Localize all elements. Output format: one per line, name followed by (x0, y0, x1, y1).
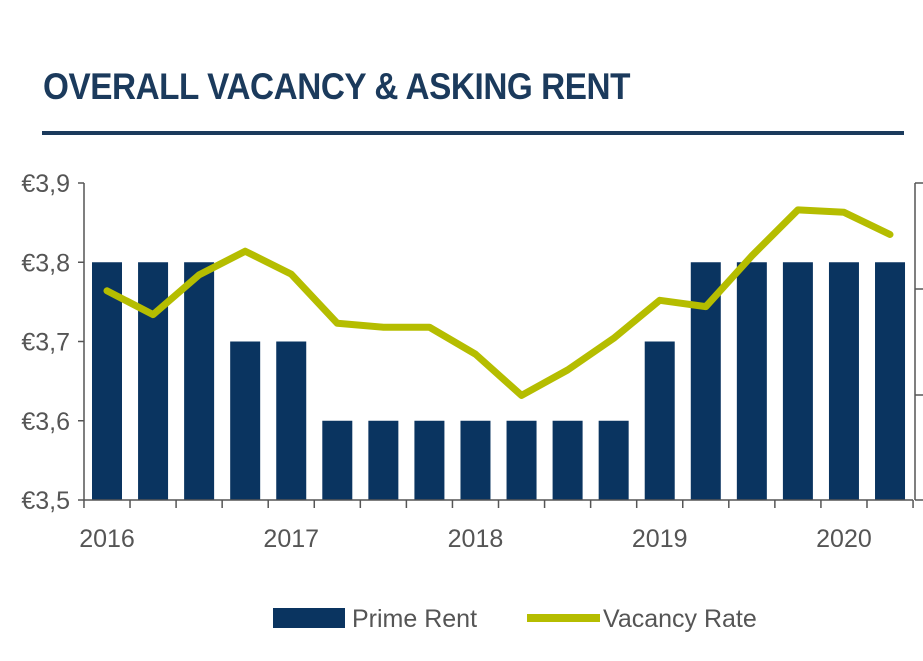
vacancy-rate-line (103, 206, 894, 399)
bar (368, 420, 399, 500)
bar (322, 420, 353, 500)
legend-bar-swatch (273, 608, 345, 628)
bar (276, 341, 307, 500)
bar (506, 420, 537, 500)
bar (875, 262, 906, 500)
y-tick-label: €3,6 (21, 408, 70, 436)
legend: Prime Rent Vacancy Rate (273, 605, 757, 633)
bar (92, 262, 122, 500)
line-series (103, 206, 894, 399)
bar (230, 341, 261, 500)
bar (782, 262, 813, 500)
bar-series (92, 262, 906, 500)
bar (184, 262, 215, 500)
x-tick-label: 2017 (263, 525, 319, 553)
y-tick-label: €3,8 (21, 249, 70, 277)
x-tick-label: 2020 (816, 525, 872, 553)
bar (460, 420, 491, 500)
bar (598, 420, 629, 500)
y-tick-label: €3,7 (21, 329, 70, 357)
chart-title: OVERALL VACANCY & ASKING RENT (43, 66, 631, 107)
bar (828, 262, 859, 500)
axes: €3,9 €3,8 €3,7 €3,6 €3,5 2016 2017 2018 2019 2020 (21, 170, 923, 553)
y-tick-label: €3,9 (21, 170, 70, 198)
legend-line-label: Vacancy Rate (603, 605, 757, 633)
title-underline (42, 131, 904, 135)
bar (414, 420, 445, 500)
x-tick-label: 2019 (632, 525, 688, 553)
bar (138, 262, 169, 500)
x-tick-label: 2018 (448, 525, 504, 553)
bar (644, 341, 675, 500)
bar (552, 420, 583, 500)
x-tick-label: 2016 (79, 525, 135, 553)
y-tick-label: €3,5 (21, 487, 70, 515)
bar (736, 262, 767, 500)
legend-bar-label: Prime Rent (352, 605, 477, 633)
